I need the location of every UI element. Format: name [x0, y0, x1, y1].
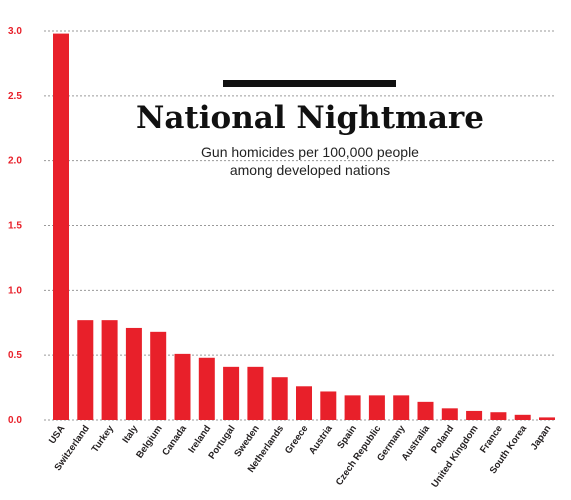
bar-poland	[441, 408, 458, 420]
bar-netherlands	[271, 377, 288, 420]
y-axis-ticks: 0.0 0.5 1.0 1.5 2.0 2.5 3.0	[8, 26, 22, 426]
x-tick-label: Greece	[283, 423, 310, 456]
bars	[53, 33, 555, 421]
y-tick-label: 1.0	[8, 285, 22, 296]
bar-sweden	[247, 366, 264, 420]
y-tick-label: 3.0	[8, 26, 22, 37]
bar-greece	[296, 386, 312, 420]
y-tick-label: 2.5	[8, 91, 22, 102]
bar-austria	[320, 391, 337, 420]
x-tick-label: Spain	[335, 423, 359, 451]
bar-turkey	[101, 320, 118, 420]
x-tick-label: Austria	[307, 423, 335, 457]
y-tick-label: 1.5	[8, 221, 22, 232]
x-tick-label: United Kingdom	[429, 423, 480, 489]
bar-belgium	[150, 331, 167, 420]
x-tick-label: USA	[47, 423, 68, 446]
bar-canada	[174, 353, 191, 420]
bar-italy	[125, 327, 142, 420]
y-tick-label: 0.5	[8, 350, 22, 361]
x-tick-label: Italy	[120, 423, 140, 445]
bar-czech-republic	[368, 395, 385, 420]
x-tick-label: Turkey	[90, 423, 117, 455]
x-tick-label: Japan	[529, 423, 554, 452]
bar-south-korea	[514, 414, 531, 420]
bar-france	[490, 412, 507, 420]
bar-germany	[393, 395, 410, 420]
chart-subtitle-line-1: Gun homicides per 100,000 people	[201, 144, 419, 160]
y-tick-label: 0.0	[8, 415, 22, 426]
title-accent-bar	[223, 80, 396, 87]
bar-switzerland	[77, 320, 94, 420]
gridlines	[44, 30, 556, 421]
x-tick-label: Canada	[160, 423, 189, 458]
bar-united-kingdom	[466, 410, 483, 420]
chart-title: National Nightmare	[136, 100, 484, 136]
bar-usa	[53, 33, 69, 421]
chart-subtitle-line-2: among developed nations	[230, 162, 390, 178]
bar-ireland	[198, 357, 215, 420]
bar-portugal	[223, 366, 240, 420]
bar-australia	[417, 401, 434, 420]
y-tick-label: 2.0	[8, 156, 22, 167]
bar-japan	[539, 417, 555, 420]
bar-spain	[344, 395, 361, 420]
